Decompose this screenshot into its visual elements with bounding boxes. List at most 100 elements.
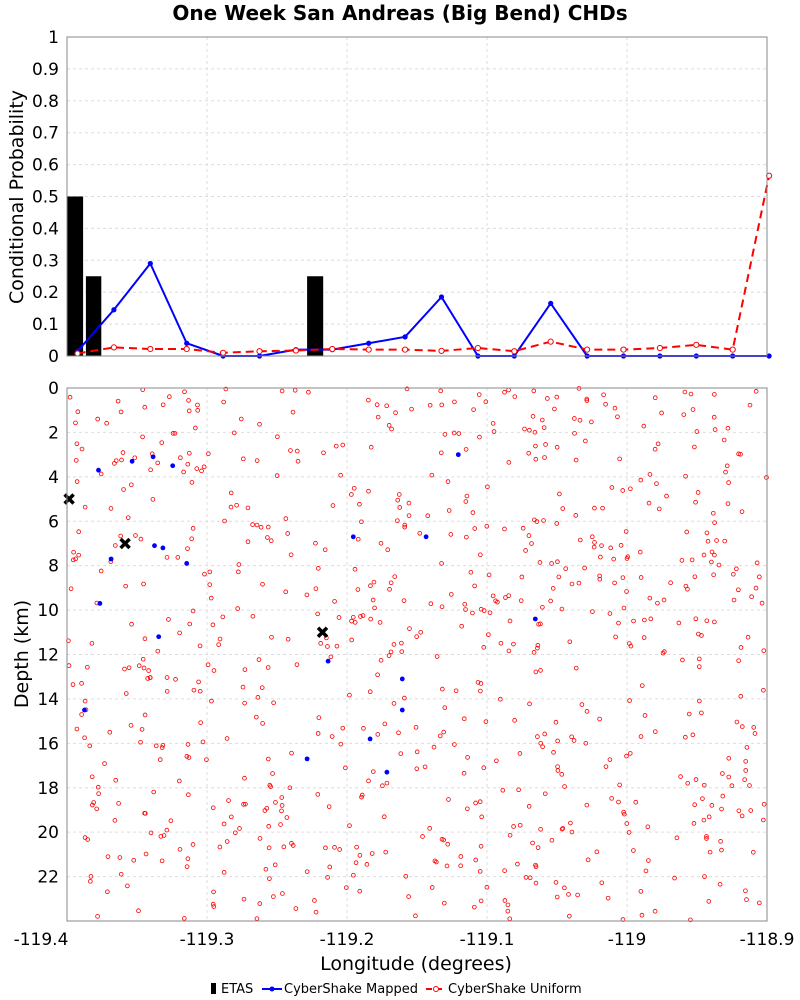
uniform-point <box>707 849 713 855</box>
uniform-point <box>674 835 680 841</box>
uniform-point <box>177 778 182 784</box>
uniform-point <box>494 758 499 764</box>
depth-y-tick-label: 16 <box>37 734 59 754</box>
uniform-point <box>506 387 511 393</box>
uniform-point <box>74 726 80 732</box>
uniform-point <box>191 687 197 693</box>
uniform-point <box>542 791 548 797</box>
uniform-point <box>387 587 392 592</box>
uniform-point <box>381 814 387 820</box>
uniform-point <box>517 822 523 828</box>
uniform-point <box>543 442 548 447</box>
uniform-point <box>236 562 242 567</box>
uniform-point <box>534 519 540 524</box>
uniform-point <box>118 409 124 415</box>
uniform-series-point <box>584 346 591 353</box>
uniform-point <box>512 718 517 723</box>
uniform-point <box>119 457 124 463</box>
uniform-point <box>652 908 658 914</box>
uniform-point <box>70 557 76 563</box>
uniform-point <box>208 595 214 601</box>
uniform-point <box>150 497 156 502</box>
uniform-point <box>288 448 293 453</box>
uniform-point <box>220 614 226 620</box>
uniform-point <box>406 500 412 506</box>
uniform-point <box>85 837 90 842</box>
uniform-point <box>129 482 134 488</box>
uniform-point <box>702 874 707 879</box>
uniform-point <box>692 444 697 450</box>
probability-y-tick-label: 0.6 <box>32 156 59 176</box>
uniform-point <box>743 768 749 773</box>
uniform-point <box>725 425 731 431</box>
uniform-point <box>94 806 100 812</box>
mapped-point <box>184 561 190 566</box>
uniform-point <box>185 461 191 467</box>
uniform-point <box>461 716 467 721</box>
uniform-point <box>313 586 319 591</box>
uniform-point <box>542 455 547 460</box>
uniform-point <box>187 621 193 627</box>
uniform-point <box>258 524 264 530</box>
uniform-point <box>465 806 470 812</box>
uniform-point <box>628 643 634 649</box>
uniform-point <box>193 425 198 431</box>
uniform-point <box>340 442 346 448</box>
uniform-point <box>477 799 483 804</box>
uniform-point <box>597 573 602 579</box>
uniform-point <box>441 729 446 735</box>
uniform-point <box>170 431 176 436</box>
uniform-point <box>343 765 348 771</box>
uniform-point <box>597 716 602 722</box>
uniform-point <box>531 388 537 394</box>
uniform-point <box>366 397 371 403</box>
uniform-point <box>238 416 244 422</box>
uniform-point <box>392 574 398 579</box>
probability-y-tick-label: 0.7 <box>32 124 59 144</box>
depth-y-tick-label: 0 <box>48 379 59 399</box>
uniform-point <box>355 536 361 542</box>
uniform-point <box>526 533 532 538</box>
uniform-point <box>712 619 717 625</box>
uniform-point <box>641 423 647 429</box>
uniform-point <box>583 741 589 746</box>
uniform-point <box>511 824 516 829</box>
uniform-point <box>608 545 613 551</box>
uniform-point <box>236 569 241 575</box>
uniform-point <box>627 751 633 756</box>
mapped-point <box>367 736 373 742</box>
mapped-point <box>399 676 405 682</box>
uniform-point <box>104 420 109 426</box>
probability-y-tick-label: 0.2 <box>32 283 59 303</box>
probability-y-axis-label: Conditional Probability <box>6 90 28 304</box>
uniform-point <box>91 800 96 805</box>
uniform-point <box>224 736 230 741</box>
uniform-point <box>322 547 328 553</box>
uniform-point <box>172 431 178 436</box>
uniform-point <box>624 821 630 826</box>
uniform-point <box>481 765 487 771</box>
uniform-point <box>294 662 300 667</box>
uniform-point <box>490 593 496 599</box>
uniform-point <box>527 701 532 707</box>
mapped-points <box>82 452 538 775</box>
etas-bar <box>307 276 324 356</box>
uniform-point <box>327 864 333 870</box>
uniform-point <box>195 408 200 413</box>
uniform-point <box>690 732 696 738</box>
uniform-point <box>68 586 74 592</box>
uniform-point <box>607 611 613 616</box>
uniform-point <box>148 830 154 836</box>
etas-hypocenter-marker <box>63 493 75 505</box>
uniform-point <box>517 751 523 756</box>
uniform-point <box>486 632 491 637</box>
uniform-point <box>107 729 113 735</box>
uniform-point <box>685 586 690 592</box>
probability-y-tick-label: 0.8 <box>32 92 59 112</box>
uniform-point <box>478 681 484 686</box>
mapped-series-point <box>438 294 445 300</box>
uniform-point <box>396 730 401 736</box>
uniform-point <box>505 902 511 908</box>
uniform-point <box>228 504 234 510</box>
uniform-series-point <box>656 344 664 352</box>
